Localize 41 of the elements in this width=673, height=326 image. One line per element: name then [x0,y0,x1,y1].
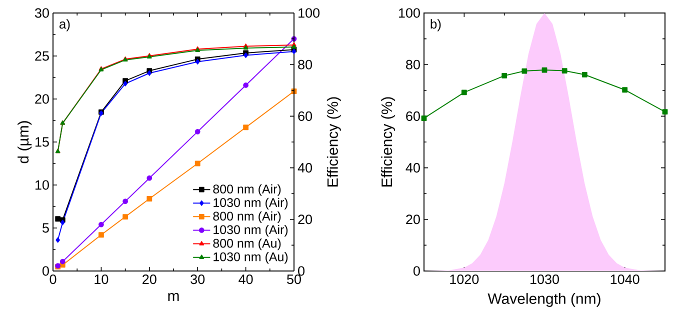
x-tick-label: 30 [190,274,205,284]
x-tick-label: 1030 [530,274,559,284]
y2-axis-title: Efficiency (%) [326,97,341,186]
x-tick-label: 50 [287,274,301,284]
legend-label: 1030 nm (Air) [214,224,288,237]
y-tick-label: 0 [413,266,420,276]
y-tick-label: 5 [42,223,49,233]
legend-label: 800 nm (Au) [213,238,281,250]
y-tick-label: 40 [406,163,420,173]
y2-tick-label: 60 [298,111,312,121]
y-tick-label: 25 [35,51,49,61]
y-axis-title: Efficiency (%) [381,97,396,186]
y-tick-label: 15 [35,137,49,147]
y2-tick-label: 20 [298,214,312,224]
y-tick-label: 0 [42,266,49,276]
chart-title: b) [430,19,441,32]
y-axis-title: d (µm) [18,121,32,164]
y-tick-label: 30 [34,8,49,18]
x-axis-title: Wavelength (nm) [488,292,600,307]
y-tick-label: 60 [406,111,420,121]
legend-label: 1030 nm (Au) [214,252,288,264]
y-tick-label: 10 [35,180,49,190]
y-tick-label: 100 [398,8,420,18]
y-tick-label: 20 [406,214,420,224]
y-tick-label: 80 [406,60,420,70]
y2-tick-label: 80 [298,60,312,70]
legend-label: 1030 nm (Air) [214,198,288,210]
y2-tick-label: 0 [298,266,305,276]
chart-title: a) [60,19,70,32]
x-tick-label: 1020 [450,274,479,284]
x-tick-label: 10 [94,274,108,284]
x-tick-label: 20 [142,274,156,284]
y2-tick-label: 40 [298,163,312,173]
x-axis-title: m [168,292,179,302]
x-tick-label: 40 [238,274,253,284]
x-tick-label: 1040 [610,274,640,284]
legend-label: 800 nm (Air) [213,211,281,224]
legend-label: 800 nm (Air) [213,184,281,196]
y-tick-label: 20 [35,94,49,104]
x-tick-label: 0 [50,274,56,284]
y2-tick-label: 100 [298,8,320,18]
